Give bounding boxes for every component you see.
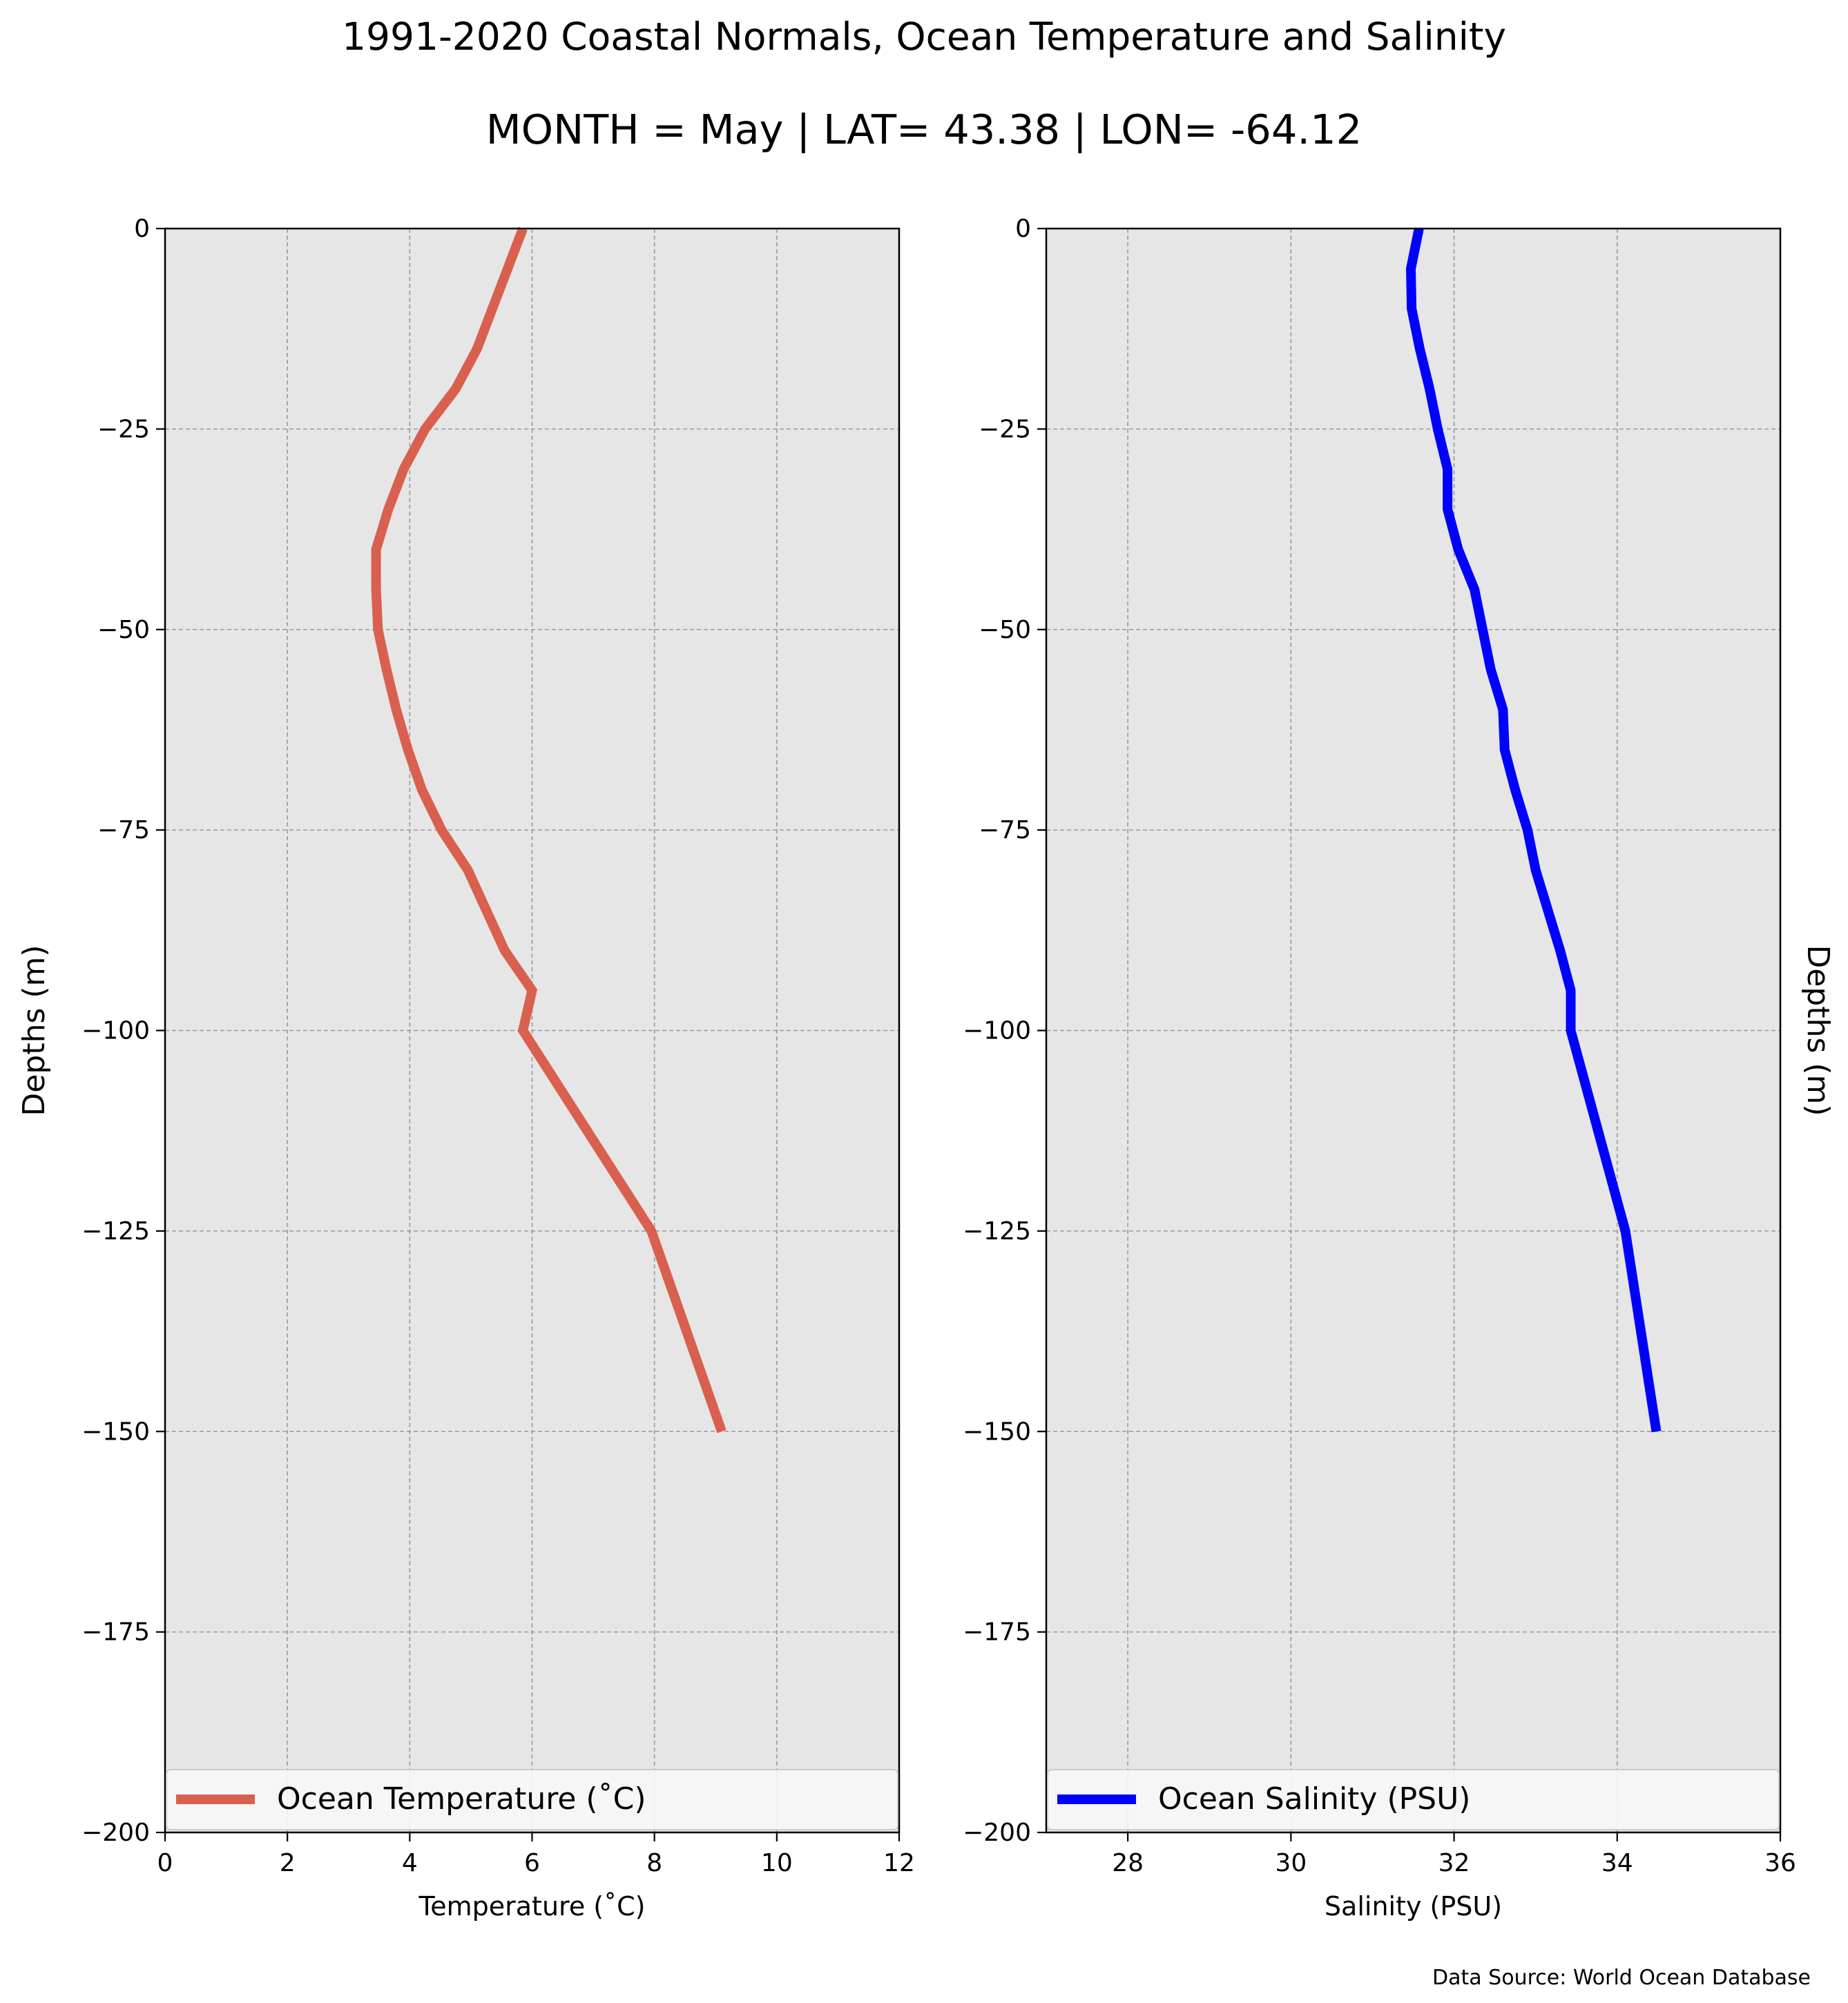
y-axis-label: Depths (m): [1800, 945, 1836, 1116]
x-tick-label: 8: [646, 1849, 662, 1877]
y-tick-label: −175: [963, 1618, 1031, 1647]
y-tick-label: −100: [963, 1017, 1031, 1045]
series-line: [1405, 227, 1662, 1433]
y-tick-label: −75: [979, 816, 1031, 844]
x-tick-label: 36: [1764, 1849, 1796, 1877]
x-tick-label: 0: [157, 1849, 173, 1877]
series-line: [371, 226, 726, 1433]
temperature-panel: 0 2 4 6 8 10 12 0 −25 −50 −75 −100 −125 −150 −175 −200 T…: [17, 215, 915, 1922]
x-axis-label: Salinity (PSU): [1325, 1891, 1502, 1922]
legend: Ocean Salinity (PSU): [1047, 1769, 1780, 1830]
legend-box: [1047, 1769, 1780, 1830]
y-tick-label: −50: [979, 616, 1031, 644]
x-tick-label: 2: [280, 1849, 296, 1877]
x-tick-label: 4: [402, 1849, 418, 1877]
legend: Ocean Temperature (˚C): [166, 1769, 898, 1830]
y-tick-label: −100: [81, 1017, 150, 1045]
y-tick-label: −75: [97, 816, 150, 844]
y-tick-label: −200: [81, 1819, 150, 1847]
x-tick-label: 30: [1275, 1849, 1307, 1877]
x-tick-label: 32: [1438, 1849, 1470, 1877]
y-tick-label: −200: [963, 1819, 1031, 1847]
y-tick-label: −150: [963, 1417, 1031, 1446]
y-tick-label: −125: [963, 1217, 1031, 1246]
chart-title: 1991-2020 Coastal Normals, Ocean Tempera…: [342, 14, 1506, 59]
x-tick-label: 28: [1112, 1849, 1144, 1877]
x-tick-label: 6: [524, 1849, 540, 1877]
y-tick-label: 0: [1015, 215, 1031, 243]
data-source-note: Data Source: World Ocean Database: [1432, 1966, 1811, 1990]
y-tick-label: −125: [81, 1217, 150, 1246]
y-tick-label: −175: [81, 1618, 150, 1647]
legend-box: [166, 1769, 898, 1830]
y-tick-label: −25: [97, 415, 150, 443]
y-axis-label: Depths (m): [17, 945, 52, 1116]
legend-label: Ocean Salinity (PSU): [1158, 1781, 1470, 1817]
legend-label: Ocean Temperature (˚C): [277, 1781, 646, 1817]
y-tick-label: −25: [979, 415, 1031, 443]
y-tick-label: −150: [81, 1417, 150, 1446]
y-tick-label: −50: [97, 616, 150, 644]
salinity-panel: 28 30 32 34 36 0 −25 −50 −75 −100 −125 −150 −175 −200…: [963, 215, 1836, 1922]
chart-subtitle: MONTH = May | LAT= 43.38 | LON= -64.12: [486, 106, 1362, 153]
y-tick-label: 0: [134, 215, 150, 243]
x-tick-label: 34: [1601, 1849, 1633, 1877]
x-tick-label: 12: [883, 1849, 915, 1877]
x-axis-label: Temperature (˚C): [418, 1891, 646, 1922]
x-tick-label: 10: [761, 1849, 793, 1877]
